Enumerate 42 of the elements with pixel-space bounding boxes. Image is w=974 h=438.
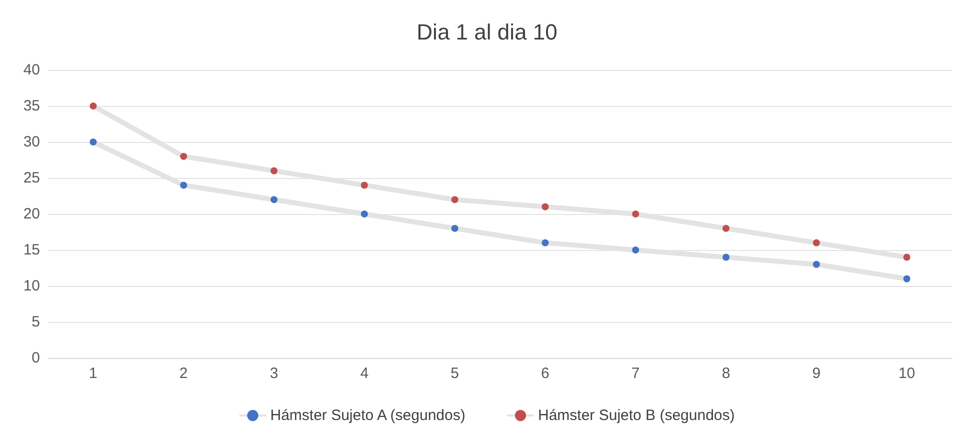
x-tick-label: 5	[450, 365, 459, 382]
point	[722, 254, 730, 261]
point	[632, 246, 640, 254]
y-tick-label: 40	[23, 62, 40, 78]
y-tick-label: 5	[32, 314, 40, 330]
point	[360, 210, 368, 218]
point	[451, 196, 458, 204]
x-tick-label: 3	[270, 365, 278, 382]
legend-label: Hámster Sujeto A (segundos)	[270, 407, 466, 424]
point	[90, 102, 97, 110]
point	[180, 182, 188, 189]
point	[812, 239, 820, 246]
chart-title: Dia 1 al dia 10	[416, 20, 558, 44]
point	[812, 260, 820, 268]
point	[903, 254, 910, 261]
x-tick-label: 1	[89, 365, 98, 382]
legend-label: Hámster Sujeto B (segundos)	[538, 407, 735, 424]
x-tick-label: 8	[722, 365, 730, 382]
x-tick-label: 10	[898, 365, 916, 382]
x-tick-label: 6	[541, 365, 550, 382]
point	[903, 275, 910, 282]
x-tick-label: 9	[812, 365, 821, 382]
y-tick-label: 0	[32, 350, 40, 366]
x-tick-label: 4	[360, 365, 369, 382]
point	[632, 210, 640, 218]
y-tick-label: 25	[23, 170, 40, 186]
point	[270, 196, 278, 204]
point	[360, 182, 368, 189]
y-tick-label: 35	[23, 98, 40, 114]
x-tick-label: 2	[179, 365, 188, 382]
y-tick-label: 15	[23, 242, 40, 258]
y-tick-label: 30	[23, 134, 40, 150]
point	[542, 203, 549, 210]
y-tick-label: 10	[23, 278, 40, 294]
point	[180, 152, 188, 160]
y-tick-label: 20	[23, 206, 40, 222]
point	[270, 167, 278, 174]
point	[451, 224, 458, 232]
point	[90, 138, 97, 146]
x-tick-label: 7	[631, 365, 640, 382]
point	[542, 239, 549, 246]
point	[722, 224, 730, 232]
